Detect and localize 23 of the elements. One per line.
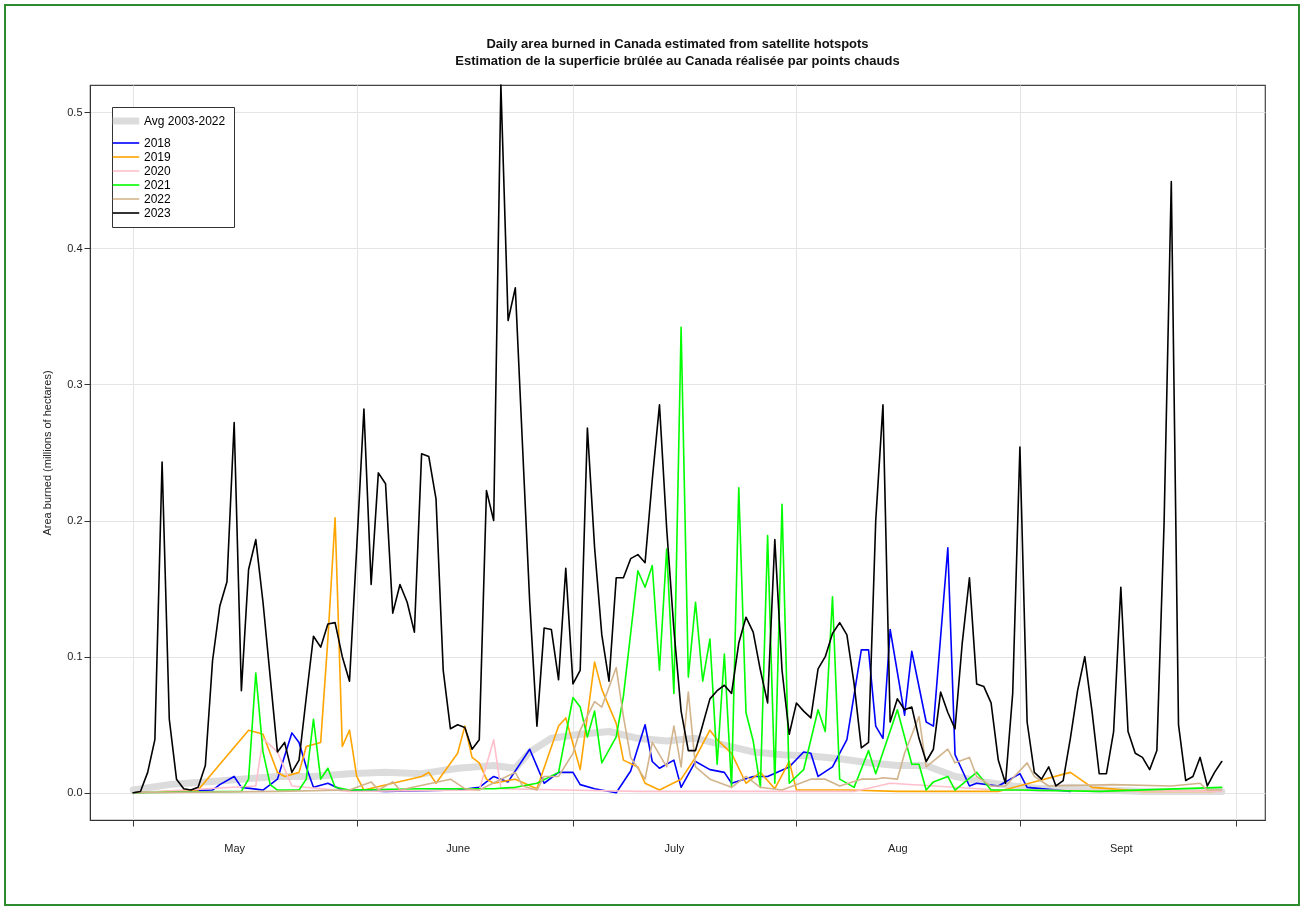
y-tick-label: 0.2: [67, 514, 83, 527]
y-tick-label: 0.3: [67, 377, 83, 390]
x-tick-label: Sept: [1110, 841, 1133, 854]
x-tick-label: July: [664, 841, 685, 854]
legend-label: 2018: [144, 136, 172, 150]
line-series: [132, 84, 1223, 794]
legend-label: 2020: [144, 164, 172, 178]
y-tick-label: 0.5: [67, 105, 83, 118]
x-tick-label: June: [446, 841, 471, 854]
x-tick-label: Aug: [888, 841, 908, 854]
x-tick-label: May: [224, 841, 246, 854]
legend-label: 2022: [144, 192, 172, 206]
y-tick-label: 0.1: [67, 650, 83, 663]
legend-label: Avg 2003-2022: [144, 114, 226, 128]
y-tick-label: 0.4: [67, 241, 83, 254]
legend-label: 2019: [144, 150, 172, 164]
chart-subtitle: Estimation de la superficie brûlée au Canada réalisée par points chauds: [455, 53, 900, 69]
line-series: [132, 666, 1223, 794]
y-axis-title: Area burned (millions of hectares): [41, 370, 54, 536]
legend-label: 2023: [144, 206, 172, 220]
legend-label: 2021: [144, 178, 172, 192]
chart-title: Daily area burned in Canada estimated from satellite hotspots: [486, 36, 869, 52]
y-tick-label: 0.0: [67, 786, 83, 799]
